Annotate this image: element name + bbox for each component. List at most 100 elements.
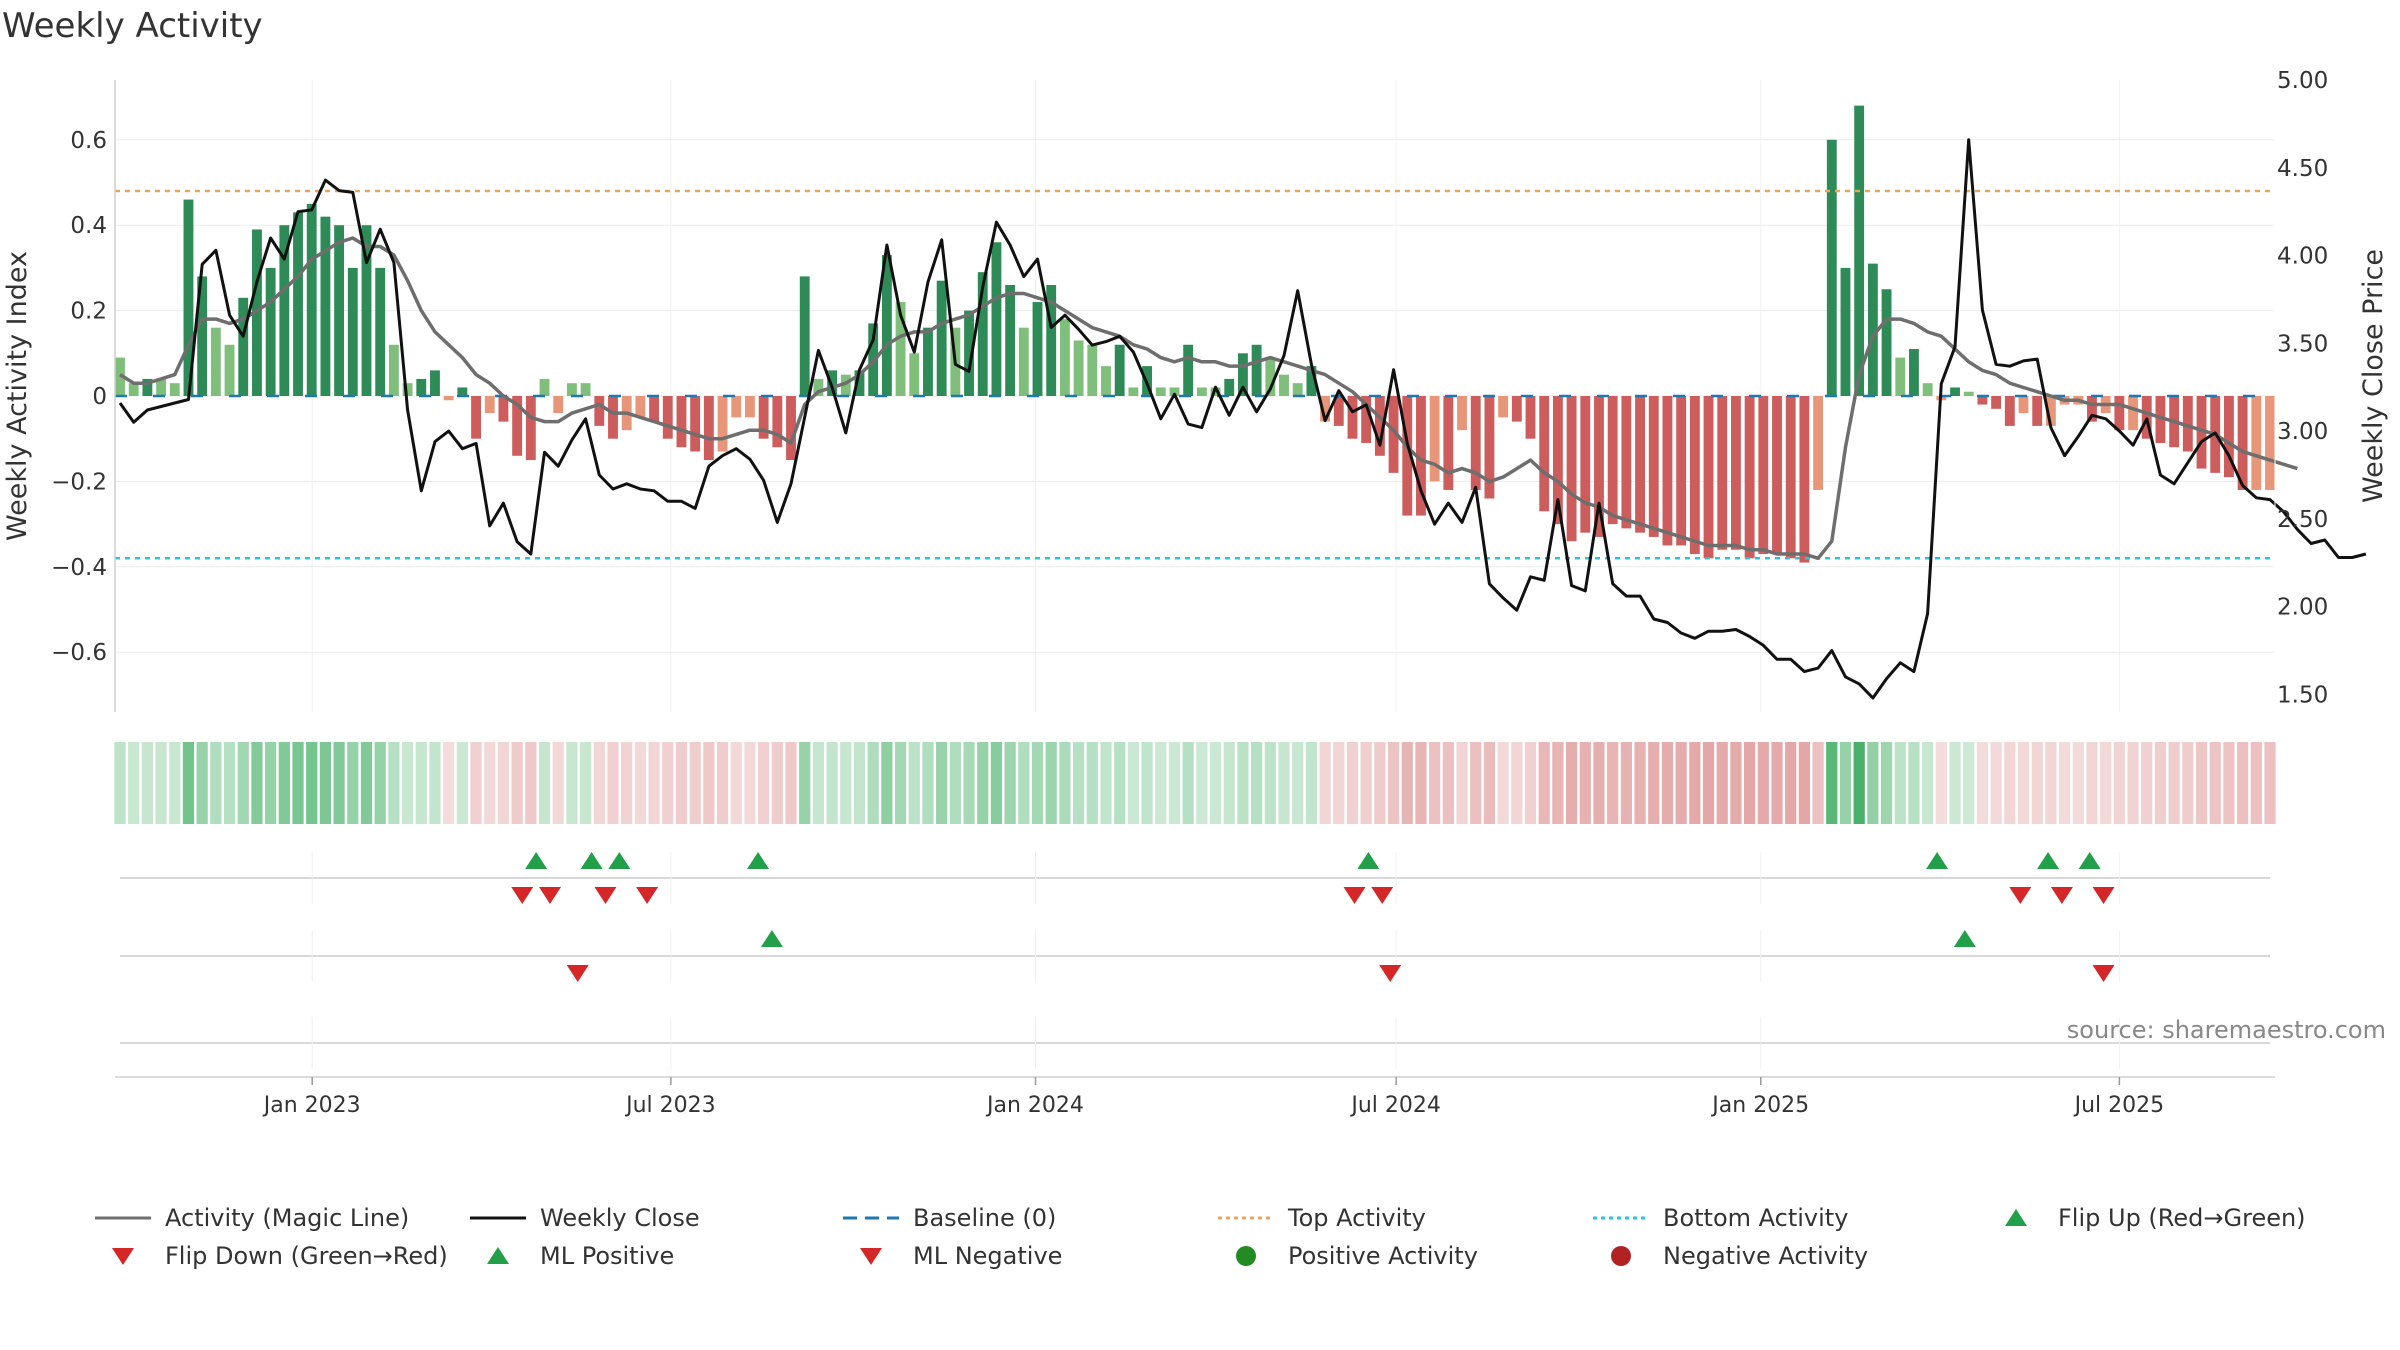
flip-down-marker [1343,887,1366,904]
activity-bar [881,255,892,396]
heat-cell [840,742,852,824]
activity-bar [977,272,988,396]
legend-item: Bottom Activity [1589,1200,1848,1236]
legend-item: Activity (Magic Line) [91,1200,409,1236]
heat-cell [1867,742,1879,824]
activity-bar [635,396,646,418]
activity-bar [895,302,906,396]
activity-bar [388,344,399,396]
heat-cell [1565,742,1578,824]
left-tick-label: 0 [92,384,107,410]
activity-bar [183,199,194,396]
heat-cell [552,742,564,824]
activity-bar [1183,344,1194,396]
legend-item: Flip Up (Red→Green) [1984,1200,2306,1236]
activity-bar [649,396,660,422]
legend-swatch [1611,1246,1631,1266]
legend-swatch [843,1216,899,1220]
heat-cell [730,742,742,824]
activity-bar [1758,396,1769,554]
legend-dot [1611,1246,1631,1266]
legend-triangle-down [112,1248,134,1265]
activity-bar [2128,396,2138,431]
activity-bar [471,396,481,439]
right-tick-label: 1.50 [2277,682,2328,708]
x-tick-label: Jul 2025 [2073,1093,2165,1118]
activity-bar [1621,396,1632,529]
heat-cell [1387,742,1400,824]
heat-cell [182,742,195,824]
legend-item: Top Activity [1214,1200,1426,1236]
activity-bar [991,242,1002,396]
activity-bar [1087,344,1098,396]
legend-item: Weekly Close [466,1200,700,1236]
activity-bar [964,310,974,396]
heat-cell [1086,742,1098,824]
activity-bar [594,396,605,426]
activity-bar [1059,319,1070,396]
heat-cell [1922,742,1934,824]
heat-cell [2209,742,2221,824]
activity-bar [813,378,824,396]
ml-negative-marker [2092,965,2115,982]
activity-bar [1005,284,1016,396]
activity-bar [745,396,755,418]
heat-cell [2017,742,2030,824]
activity-bar [566,383,577,396]
heat-cell [1497,742,1509,824]
heat-cell [1114,742,1126,824]
legend-label: Positive Activity [1288,1242,1478,1270]
activity-bar [758,396,769,439]
activity-bar [1539,396,1550,512]
legend-swatch [112,1248,134,1265]
activity-bar [840,374,851,396]
heat-cell [1223,742,1235,824]
heat-cell [1401,742,1413,824]
activity-heat-strip [114,742,2276,824]
x-axis: Jan 2023 Jul 2023 Jan 2024 Jul 2024 Jan 2025… [115,1076,2275,1118]
heat-cell [2100,742,2112,824]
heat-cell [1949,742,1961,824]
activity-bar [2032,396,2043,426]
heat-cell [1771,742,1783,824]
activity-bar [799,276,810,396]
activity-bar [293,212,303,396]
heat-cell [2004,742,2016,824]
heat-cell [1004,742,1016,824]
activity-bar [923,327,933,396]
right-axis-title: Weekly Close Price [2358,249,2389,503]
x-tick-label: Jul 2024 [1349,1093,1441,1118]
heat-cell [2168,742,2180,824]
activity-bar [1854,105,1865,397]
activity-bar [142,378,153,396]
heat-cell [867,742,879,824]
heat-cell [1894,742,1906,824]
heat-cell [1333,742,1345,824]
heat-cell [292,742,304,824]
heat-cell [470,742,482,824]
heat-cell [1730,742,1742,824]
heat-cell [1059,742,1071,824]
ml-negative-marker [1379,965,1402,982]
activity-bar [1867,263,1878,396]
heat-cell [579,742,592,824]
heat-cell [1853,742,1865,824]
heat-cell [1127,742,1139,824]
right-tick-label: 4.50 [2277,156,2328,182]
activity-bar [1676,396,1687,546]
legend-label: Negative Activity [1663,1242,1869,1270]
heat-cell [1702,742,1715,824]
activity-bar [1689,396,1700,554]
heat-cell [1456,742,1468,824]
heat-cell [2223,742,2235,824]
flip-up-marker [525,852,548,869]
activity-bar [2196,396,2207,469]
activity-bar [2087,396,2097,422]
heat-cell [922,742,934,824]
heat-cell [1839,742,1852,824]
activity-bar [1991,396,2002,409]
activity-bar [1799,396,1810,563]
activity-bar [1594,396,1604,537]
activity-bar [2114,396,2125,431]
heat-cell [2182,742,2194,824]
